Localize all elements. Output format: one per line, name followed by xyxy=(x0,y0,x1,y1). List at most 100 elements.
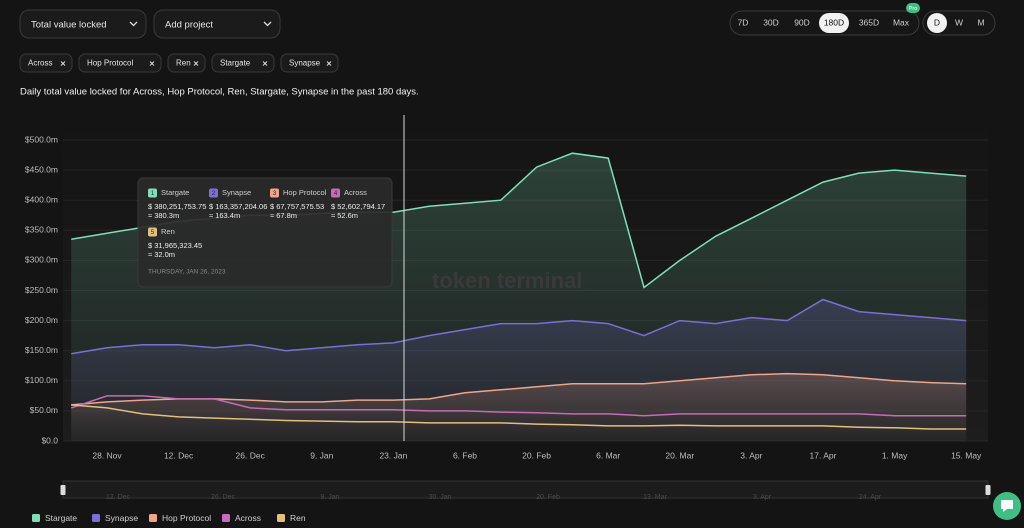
tooltip: 1 Stargate $ 380,251,753.75≈ 380.3m 2 Synaps… xyxy=(137,177,393,288)
tooltip-name: Hop Protocol xyxy=(283,188,327,197)
area xyxy=(71,373,967,441)
tooltip-value: $ 380,251,753.75 xyxy=(148,202,206,211)
tooltip-badge xyxy=(331,188,340,198)
range-button[interactable]: 7D xyxy=(738,17,749,27)
filter-chip[interactable]: Stargate xyxy=(211,53,275,73)
navigator[interactable]: 12. Dec 26. Dec 9. Jan 30. Jan 20. Feb 13. Ma… xyxy=(60,480,991,501)
granularity-button[interactable]: W xyxy=(955,17,963,27)
dropdown[interactable]: Total value locked xyxy=(19,9,147,39)
chip-remove xyxy=(60,61,66,66)
range-button[interactable]: 30D xyxy=(763,17,779,27)
pro-label: Pro xyxy=(909,6,918,12)
line xyxy=(70,395,967,417)
y-tick-label: $300.0m xyxy=(25,255,58,265)
filter-chip[interactable]: Synapse xyxy=(280,53,339,73)
y-tick-label: $200.0m xyxy=(25,315,58,325)
legend-swatch xyxy=(222,514,230,522)
chip-box xyxy=(78,53,162,73)
granularity-button[interactable]: M xyxy=(977,17,984,27)
tooltip-approx: ≈ 67.8m xyxy=(270,211,297,220)
range-active xyxy=(819,13,849,33)
dropdown-box xyxy=(19,9,147,39)
dropdown-label: Total value locked xyxy=(31,20,107,31)
legend-label: Ren xyxy=(290,513,306,523)
chip-remove xyxy=(149,61,155,66)
x-tick-label: 9. Jan xyxy=(310,450,333,460)
legend-item[interactable]: Ren xyxy=(277,513,306,523)
granularity-label: W xyxy=(955,17,963,27)
dropdown[interactable]: Add project xyxy=(153,9,281,39)
chip-box xyxy=(167,53,206,73)
granularity-label: D xyxy=(934,17,940,27)
range-button[interactable]: 180D xyxy=(819,13,849,33)
tooltip-value: $ 31,965,323.45 xyxy=(148,241,202,250)
range-button[interactable]: Max xyxy=(893,17,910,27)
range-label: 90D xyxy=(794,17,810,27)
tooltip-value: $ 163,357,204.06 xyxy=(209,202,267,211)
navigator-label: 24. Apr xyxy=(859,494,882,501)
tooltip-rank: 1 xyxy=(151,191,155,197)
watermark: token terminal_ xyxy=(432,268,595,293)
range-label: Max xyxy=(893,17,910,27)
filter-chip[interactable]: Ren xyxy=(167,53,206,73)
legend-item[interactable]: Hop Protocol xyxy=(149,513,211,523)
tooltip-approx: ≈ 52.6m xyxy=(331,211,358,220)
chat-button[interactable] xyxy=(993,492,1021,520)
y-tick-label: $250.0m xyxy=(25,285,58,295)
navigator-label: 26. Dec xyxy=(211,494,236,501)
chevron xyxy=(263,21,272,27)
pro-badge xyxy=(906,3,920,13)
chip-remove xyxy=(193,61,199,66)
chip-remove xyxy=(326,61,332,66)
legend-swatch xyxy=(32,514,40,522)
chip-label: Stargate xyxy=(220,59,251,68)
legend-label: Across xyxy=(235,513,261,523)
legend-label: Synapse xyxy=(105,513,138,523)
x-tick-label: 6. Mar xyxy=(596,450,620,460)
line xyxy=(71,298,967,355)
x-tick-label: 26. Dec xyxy=(236,450,266,460)
x-tick-label: 3. Apr xyxy=(740,450,762,460)
x-tick-label: 17. Apr xyxy=(810,450,837,460)
tooltip-name: Across xyxy=(344,188,367,197)
navigator-label: 20. Feb xyxy=(536,494,560,501)
legend-label: Hop Protocol xyxy=(162,513,211,523)
y-tick-label: $0.0 xyxy=(41,435,58,445)
legend-item[interactable]: Across xyxy=(222,513,261,523)
navigator-label: 9. Jan xyxy=(320,494,339,501)
chip-remove xyxy=(262,61,268,66)
granularity-button[interactable]: D xyxy=(927,13,947,33)
range-button[interactable]: 365D xyxy=(859,17,879,27)
legend-item[interactable]: Synapse xyxy=(92,513,138,523)
tooltip-rank: 2 xyxy=(212,191,216,197)
tooltip-approx: ≈ 380.3m xyxy=(148,211,179,220)
chip-label: Ren xyxy=(176,59,191,68)
x-tick-label: 20. Mar xyxy=(665,450,694,460)
range-label: 30D xyxy=(763,17,779,27)
y-tick-label: $400.0m xyxy=(25,194,58,204)
tooltip-name: Stargate xyxy=(161,188,189,197)
legend-label: Stargate xyxy=(45,513,77,523)
tooltip-rank: 3 xyxy=(273,191,277,197)
dropdown-label: Add project xyxy=(165,20,213,31)
chip-label: Across xyxy=(28,59,52,68)
legend-swatch xyxy=(92,514,100,522)
navigator-label: 12. Dec xyxy=(106,494,131,501)
granularity-active xyxy=(927,13,947,33)
navigator-handle xyxy=(60,485,66,495)
legend-swatch xyxy=(277,514,285,522)
tooltip-badge xyxy=(270,188,279,198)
range-label: 7D xyxy=(738,17,749,27)
range-button[interactable]: 90D xyxy=(794,17,810,27)
tooltip-badge xyxy=(209,188,218,198)
filter-chip[interactable]: Hop Protocol xyxy=(78,53,162,73)
legend-item[interactable]: Stargate xyxy=(32,513,77,523)
y-tick-label: $50.0m xyxy=(30,405,58,415)
tooltip-name: Ren xyxy=(161,227,175,236)
tooltip-rank: 5 xyxy=(151,230,155,236)
filter-chip[interactable]: Across xyxy=(19,53,73,73)
tooltip-value: $ 67,757,575.53 xyxy=(270,202,324,211)
tooltip-box xyxy=(137,177,393,288)
navigator-handle xyxy=(985,485,991,495)
